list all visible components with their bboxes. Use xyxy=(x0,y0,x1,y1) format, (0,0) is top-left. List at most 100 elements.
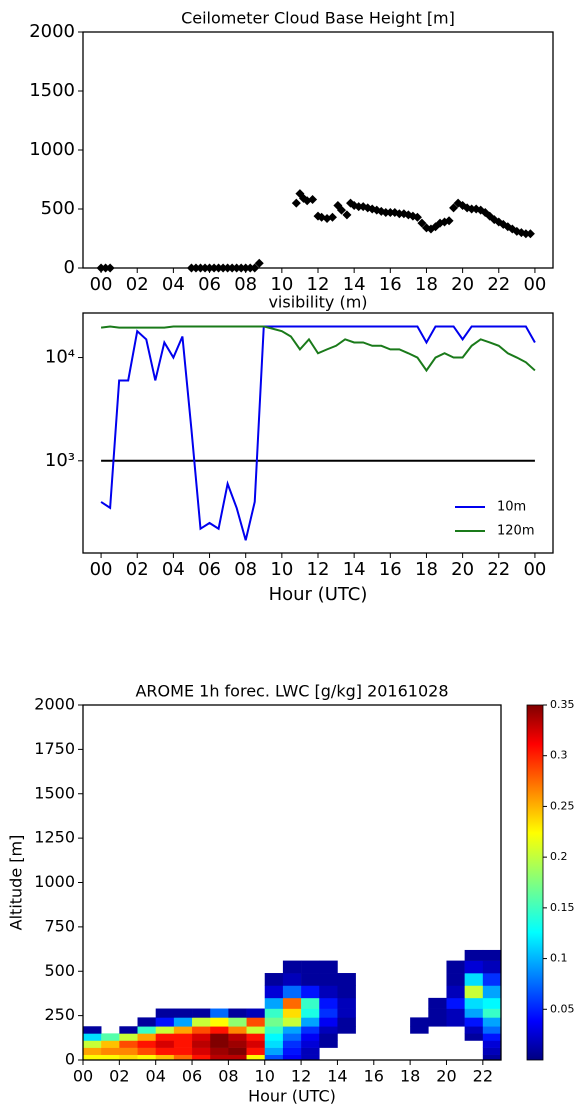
heat-cell xyxy=(282,1017,302,1027)
x-tick-label: 22 xyxy=(487,274,510,295)
data-point xyxy=(291,198,301,208)
data-point xyxy=(467,204,477,214)
y-tick-label: 1750 xyxy=(34,739,75,758)
heat-cell xyxy=(446,973,465,986)
heat-cell xyxy=(482,997,502,1009)
heat-cell xyxy=(192,1017,211,1027)
x-tick-label: 14 xyxy=(327,1067,347,1086)
heat-cell xyxy=(83,1054,102,1061)
heat-cell xyxy=(446,1017,465,1027)
legend-label: 120m xyxy=(497,524,534,539)
y-tick-label: 1500 xyxy=(29,80,75,101)
y-tick-label: 1250 xyxy=(34,828,75,847)
heat-cell xyxy=(137,1040,156,1048)
heat-cell xyxy=(301,1017,320,1027)
heat-cell xyxy=(264,1033,284,1041)
x-tick-label: 02 xyxy=(126,274,149,295)
y-tick-label: 500 xyxy=(44,961,75,980)
data-point xyxy=(525,229,535,239)
heat-cell xyxy=(319,960,338,974)
heat-cell xyxy=(319,973,338,986)
data-point xyxy=(449,203,459,213)
x-tick-label: 18 xyxy=(400,1067,420,1086)
x-tick-label: 00 xyxy=(90,274,113,295)
heat-cell xyxy=(246,1047,266,1055)
heat-cell xyxy=(319,1026,338,1034)
heat-cell xyxy=(228,1054,247,1061)
data-point xyxy=(385,208,395,218)
colorbar-tick-label: 0.2 xyxy=(550,850,568,863)
x-tick-label: 20 xyxy=(451,274,474,295)
heat-cell xyxy=(301,1047,320,1055)
y-tick-label: 1500 xyxy=(34,783,75,802)
heat-cell xyxy=(246,1008,266,1018)
heat-cell xyxy=(192,1033,211,1041)
heat-cell xyxy=(482,1017,502,1027)
heat-cell xyxy=(155,1040,175,1048)
x-tick-label: 08 xyxy=(234,559,257,580)
data-point xyxy=(254,258,264,268)
x-tick-label: 16 xyxy=(379,559,402,580)
x-tick-label: 16 xyxy=(364,1067,384,1086)
heat-cell xyxy=(83,1040,102,1048)
heat-cell xyxy=(101,1054,120,1061)
heat-cell xyxy=(319,985,338,999)
heat-cell xyxy=(155,1033,175,1041)
heat-cell xyxy=(282,1026,302,1034)
heat-cell xyxy=(173,1008,193,1018)
heat-cell xyxy=(319,1033,338,1041)
y-axis-label: Altitude [m] xyxy=(7,835,26,931)
heat-cell xyxy=(228,1040,247,1048)
heat-cell xyxy=(482,1040,502,1048)
y-tick-label: 10⁴ xyxy=(45,347,75,368)
heat-cell xyxy=(428,997,447,1009)
heat-cell xyxy=(410,1026,429,1034)
heat-cell xyxy=(228,1033,247,1041)
heat-cell xyxy=(301,997,320,1009)
x-tick-label: 06 xyxy=(182,1067,202,1086)
data-point xyxy=(337,205,346,215)
plot-frame xyxy=(82,312,554,554)
heat-cell xyxy=(464,997,484,1009)
heat-cell xyxy=(301,1054,320,1061)
heat-cell xyxy=(210,1008,229,1018)
x-tick-label: 00 xyxy=(90,559,113,580)
heat-cell xyxy=(137,1017,156,1027)
heat-cell xyxy=(282,1008,302,1018)
heat-cell xyxy=(264,1040,284,1048)
heat-cell xyxy=(228,1008,247,1018)
data-point xyxy=(381,208,391,218)
x-tick-label: 18 xyxy=(415,274,438,295)
x-tick-label: 12 xyxy=(307,274,330,295)
heat-cell xyxy=(228,1026,247,1034)
heat-cell xyxy=(246,1040,266,1048)
y-tick-label: 0 xyxy=(65,1050,75,1069)
heat-cell xyxy=(137,1033,156,1041)
data-point xyxy=(521,229,531,239)
heat-cell xyxy=(282,985,302,999)
data-point xyxy=(444,216,454,226)
x-tick-label: 00 xyxy=(523,274,546,295)
heat-cell xyxy=(282,1040,302,1048)
x-tick-label: 04 xyxy=(162,559,185,580)
data-point xyxy=(342,210,352,220)
heat-cell xyxy=(337,1026,356,1034)
plot-frame xyxy=(82,31,554,269)
heat-cell xyxy=(282,1033,302,1041)
heat-cell xyxy=(119,1040,138,1048)
heat-cell xyxy=(319,1017,338,1027)
data-point xyxy=(394,209,404,219)
heat-cell xyxy=(446,985,465,999)
heat-cell xyxy=(155,1026,175,1034)
heat-cell xyxy=(119,1054,138,1061)
heat-cell xyxy=(246,1026,266,1034)
heat-cell xyxy=(319,1008,338,1018)
y-tick-label: 2000 xyxy=(29,21,75,42)
x-tick-label: 02 xyxy=(126,559,149,580)
chart-title: visibility (m) xyxy=(268,293,367,312)
y-tick-label: 10³ xyxy=(45,450,75,471)
y-tick-label: 750 xyxy=(44,916,75,935)
heat-cell xyxy=(264,1017,284,1027)
